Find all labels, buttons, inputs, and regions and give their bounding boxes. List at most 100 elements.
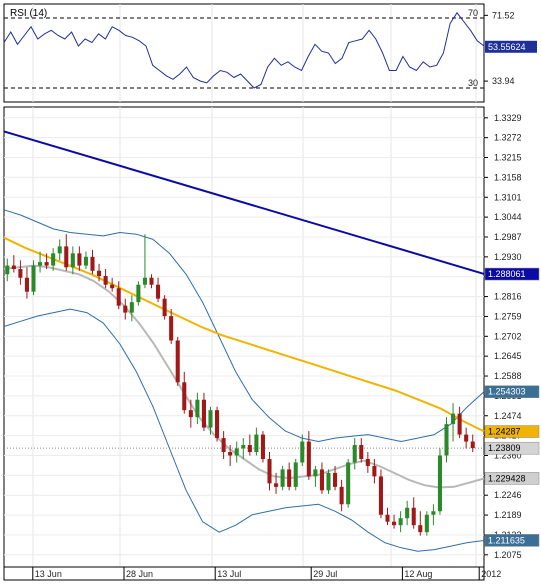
candle-up bbox=[398, 518, 403, 526]
price-tick-label: 1.2930 bbox=[494, 252, 522, 262]
candle-up bbox=[293, 462, 298, 487]
candle-up bbox=[234, 448, 239, 456]
candle-up bbox=[313, 469, 318, 477]
bollinger-lower-line bbox=[3, 308, 485, 552]
price-tick-label: 1.2075 bbox=[494, 550, 522, 560]
candle-up bbox=[405, 507, 410, 519]
candle-down bbox=[287, 469, 292, 487]
price-tick-label: 1.3215 bbox=[494, 153, 522, 163]
candle-down bbox=[378, 476, 383, 515]
rsi-value-tag: 53.55624 bbox=[485, 40, 537, 53]
x-tick-label: 2012 bbox=[481, 569, 501, 579]
rsi-tick-label: 71.52 bbox=[492, 10, 515, 20]
price-tag-box bbox=[484, 534, 540, 547]
candle-down bbox=[116, 288, 121, 306]
candle-up bbox=[300, 441, 305, 463]
price-tick-label: 1.2588 bbox=[494, 371, 522, 381]
price-tags: 1.288061 1.254303 1.24287 1.23809 1.229428 1.… bbox=[484, 267, 540, 547]
price-tag-box bbox=[484, 425, 540, 438]
price-tick-label: 1.2759 bbox=[494, 311, 522, 321]
x-tick-label: 29 Jul bbox=[313, 569, 337, 579]
candle-up bbox=[254, 434, 259, 452]
indicators bbox=[3, 130, 485, 552]
rsi-tag-box bbox=[485, 40, 537, 53]
candle-up bbox=[431, 511, 436, 515]
candle-down bbox=[372, 465, 377, 477]
price-tick-label: 1.2246 bbox=[494, 490, 522, 500]
candle-down bbox=[274, 483, 279, 487]
candle-down bbox=[64, 246, 69, 268]
candle-up bbox=[424, 514, 429, 533]
price-tag-box bbox=[484, 267, 540, 281]
candle-down bbox=[156, 284, 161, 299]
candle-down bbox=[228, 452, 233, 456]
candle-up bbox=[451, 413, 456, 425]
rsi-levels: 70 30 bbox=[4, 8, 484, 89]
candle-down bbox=[44, 262, 49, 266]
candle-down bbox=[221, 438, 226, 452]
candle-down bbox=[175, 340, 180, 383]
price-tick-label: 1.2360 bbox=[494, 450, 522, 460]
candle-down bbox=[188, 410, 193, 418]
candle-down bbox=[182, 382, 187, 411]
price-tick-label: 1.3101 bbox=[494, 192, 522, 202]
price-tick-label: 1.3044 bbox=[494, 212, 522, 222]
candle-down bbox=[418, 525, 423, 533]
rsi-tag-text: 53.55624 bbox=[488, 42, 526, 52]
candle-down bbox=[359, 445, 364, 459]
price-tag-box bbox=[484, 441, 540, 455]
candle-down bbox=[215, 410, 220, 439]
price-plot-area bbox=[3, 106, 485, 568]
candle-down bbox=[260, 434, 265, 459]
rsi-line bbox=[3, 11, 485, 89]
candle-up bbox=[57, 246, 62, 254]
candle-up bbox=[326, 472, 331, 491]
sma-50-line bbox=[3, 236, 485, 433]
candle-up bbox=[70, 253, 75, 268]
x-tick-label: 13 Jun bbox=[35, 569, 62, 579]
rsi-y-axis: 71.52 33.94 bbox=[484, 10, 515, 86]
candle-down bbox=[169, 316, 174, 341]
candle-down bbox=[339, 486, 344, 505]
rsi-level-label: 70 bbox=[468, 8, 478, 18]
sma-200-line bbox=[3, 130, 485, 275]
price-tick-label: 1.2987 bbox=[494, 232, 522, 242]
rsi-series-line bbox=[3, 11, 485, 89]
candle-up bbox=[129, 302, 134, 313]
x-tick-label: 28 Jun bbox=[126, 569, 153, 579]
price-tick-label: 1.2702 bbox=[494, 331, 522, 341]
candle-down bbox=[457, 413, 462, 435]
candle-down bbox=[77, 253, 82, 266]
candle-down bbox=[149, 277, 154, 285]
price-tag-text: 1.229428 bbox=[488, 473, 526, 483]
candle-down bbox=[110, 284, 115, 289]
candle-down bbox=[306, 441, 311, 477]
price-tick-label: 1.3158 bbox=[494, 172, 522, 182]
price-tag-text: 1.211635 bbox=[488, 535, 525, 545]
candle-up bbox=[280, 469, 285, 487]
rsi-level-label: 30 bbox=[468, 78, 478, 88]
x-axis: 13 Jun 28 Jun 13 Jul 29 Jul 12 Aug 2012 bbox=[3, 566, 501, 581]
price-tag-box bbox=[484, 385, 540, 398]
rsi-plot-area bbox=[3, 3, 485, 103]
candle-down bbox=[90, 256, 95, 271]
candle-up bbox=[31, 265, 36, 292]
candle-down bbox=[411, 507, 416, 526]
candle-up bbox=[444, 424, 449, 456]
price-tick-label: 1.2816 bbox=[494, 292, 522, 302]
price-tick-label: 1.3329 bbox=[494, 113, 522, 123]
price-grid bbox=[4, 107, 484, 567]
candle-down bbox=[103, 276, 108, 285]
candle-down bbox=[123, 305, 128, 313]
candle-up bbox=[142, 277, 147, 285]
candle-down bbox=[333, 472, 338, 487]
rsi-tick-label: 33.94 bbox=[492, 76, 515, 86]
candle-up bbox=[208, 410, 213, 428]
candle-down bbox=[247, 445, 252, 452]
candle-down bbox=[385, 514, 390, 522]
price-tick-label: 1.2474 bbox=[494, 411, 522, 421]
price-tag-text: 1.288061 bbox=[488, 269, 526, 279]
candle-down bbox=[464, 434, 469, 442]
candle-down bbox=[162, 298, 167, 317]
